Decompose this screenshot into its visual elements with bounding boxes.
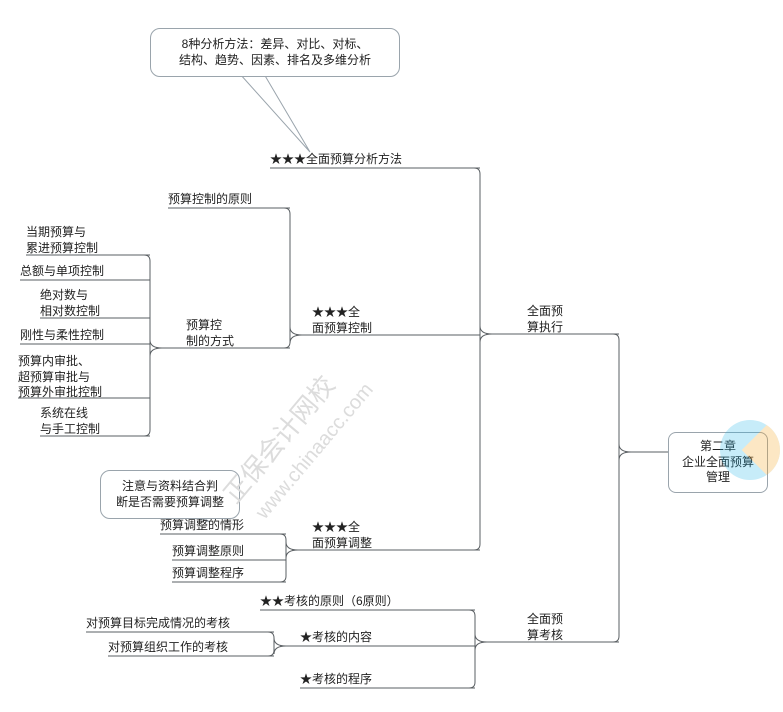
w1: 当期预算与 累进预算控制 <box>26 225 108 256</box>
w5: 预算内审批、 超预算审批与 预算外审批控制 <box>18 354 114 401</box>
k3: ★考核的程序 <box>300 672 390 688</box>
exec: 全面预 算执行 <box>520 304 570 335</box>
m2: ★★★全 面预算控制 <box>312 305 392 336</box>
c1: 预算控制的原则 <box>168 192 268 208</box>
w2: 总额与单项控制 <box>20 264 112 280</box>
callout-adjust: 注意与资料结合判 断是否需要预算调整 <box>100 470 240 519</box>
kc1: 对预算目标完成情况的考核 <box>86 616 246 632</box>
watermark-logo <box>720 420 780 480</box>
m1: ★★★全面预算分析方法 <box>270 152 440 168</box>
w3: 绝对数与 相对数控制 <box>40 288 110 319</box>
a3: 预算调整程序 <box>172 566 258 582</box>
kc2: 对预算组织工作的考核 <box>108 640 248 656</box>
watermark-url: www.chinaacc.com <box>252 379 379 524</box>
c2: 预算控 制的方式 <box>186 318 246 349</box>
right-edge-watermark <box>773 0 783 712</box>
callout-methods: 8种分析方法：差异、对比、对标、 结构、趋势、因素、排名及多维分析 <box>150 28 400 77</box>
a1: 预算调整的情形 <box>160 518 260 534</box>
a2: 预算调整原则 <box>172 544 258 560</box>
assess: 全面预 算考核 <box>520 612 570 643</box>
w6: 系统在线 与手工控制 <box>40 406 110 437</box>
k1: ★★考核的原则（6原则） <box>260 594 430 610</box>
m3: ★★★全 面预算调整 <box>312 520 392 551</box>
w4: 刚性与柔性控制 <box>20 328 112 344</box>
k2: ★考核的内容 <box>300 630 390 646</box>
